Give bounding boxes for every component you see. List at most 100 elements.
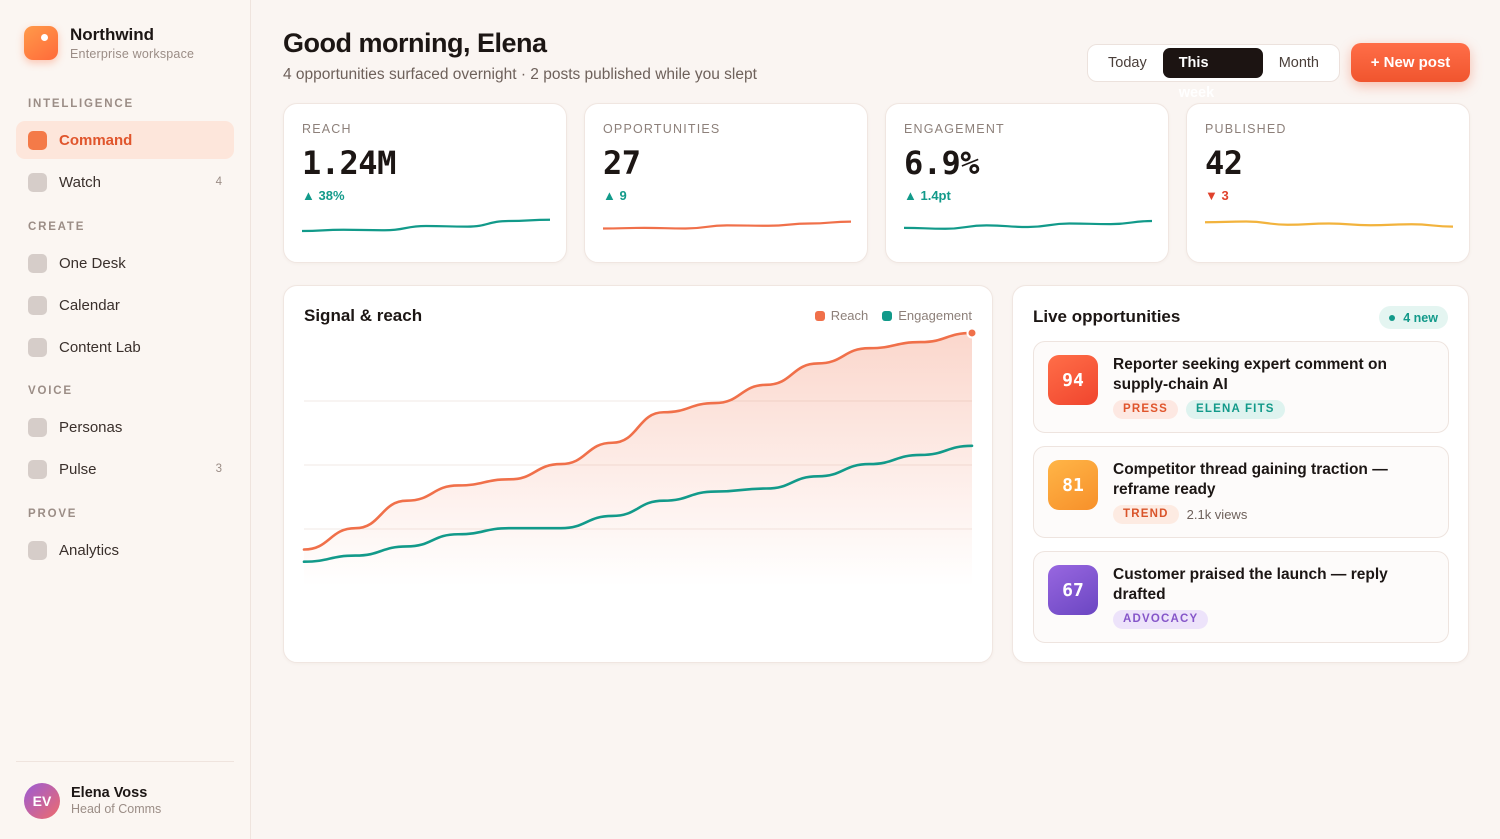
opportunity-tags: TREND 2.1k views (1113, 505, 1247, 524)
brand[interactable]: Northwind Enterprise workspace (16, 0, 234, 86)
nav-icon (28, 540, 47, 560)
time-range-toggle: Today This week Month (1087, 44, 1340, 101)
opportunity-tags: PRESS ELENA FITS (1113, 400, 1285, 419)
sidebar-item-content-lab[interactable]: Content Lab (16, 328, 234, 366)
section-label-prove: PROVE (28, 508, 78, 520)
tag-elena-fits[interactable]: ELENA FITS (1186, 400, 1285, 419)
sparkline-path (904, 219, 1152, 230)
kpi-sparkline (904, 219, 1152, 230)
kpi-sparkline (603, 220, 851, 230)
sidebar-item-label: Pulse (59, 460, 97, 478)
series-line-engagement (302, 444, 974, 563)
sidebar-item-label: Calendar (59, 296, 120, 314)
count-badge: 4 (215, 176, 222, 188)
opportunities-title: Live opportunities (1033, 307, 1181, 326)
kpi-delta: ▼ 3 (1205, 188, 1229, 203)
chart-title: Signal & reach (304, 306, 423, 325)
sidebar-item-label: Command (59, 131, 133, 149)
kpi-delta: ▲ 38% (302, 188, 345, 203)
range-option-month[interactable]: Month (1278, 55, 1319, 71)
sparkline-path (603, 220, 851, 230)
data-point-reach-latest[interactable] (966, 327, 978, 339)
opportunity-tags: ADVOCACY (1113, 610, 1209, 629)
opportunity-item[interactable]: 67 Customer praised the launch — reply dr… (1033, 551, 1449, 643)
opportunity-text: Reporter seeking expert comment on suppl… (1113, 356, 1387, 393)
legend-swatch-reach (814, 310, 825, 321)
legend-label-engagement: Engagement (898, 308, 972, 323)
tag-trend[interactable]: TREND (1113, 505, 1179, 524)
opportunity-note: 2.1k views (1186, 507, 1248, 522)
kpi-value: 1.24M (302, 144, 396, 182)
opportunity-item[interactable]: 94 Reporter seeking expert comment on sup… (1033, 341, 1449, 433)
kpi-card-opportunities[interactable]: OPPORTUNITIES 27 ▲ 9 (584, 103, 868, 263)
sidebar-item-one-desk[interactable]: One Desk (16, 244, 234, 282)
sidebar-item-label: Personas (59, 418, 123, 436)
signal-reach-card: Signal & reach Reach Engagement (283, 285, 993, 663)
kpi-delta: ▲ 9 (603, 188, 627, 203)
avatar: EV (24, 782, 60, 819)
user-profile[interactable]: EV Elena Voss Head of Comms (16, 761, 234, 839)
new-count-label: 4 new (1403, 310, 1438, 325)
brand-subtitle: Enterprise workspace (70, 46, 195, 61)
sidebar-item-label: One Desk (59, 254, 126, 272)
section-label-voice: VOICE (28, 385, 73, 397)
kpi-value: 6.9% (904, 144, 980, 182)
status-dot-icon (1389, 314, 1396, 321)
main-content: Good morning, Elena 4 opportunities surf… (251, 0, 1500, 839)
kpi-value: 42 (1205, 144, 1243, 182)
legend-label-reach: Reach (830, 308, 869, 323)
page-subtitle: 4 opportunities surfaced overnight · 2 p… (283, 66, 757, 83)
tag-press[interactable]: PRESS (1113, 400, 1178, 419)
opportunity-text: Competitor thread gaining traction — ref… (1113, 461, 1388, 498)
nav-icon (28, 417, 47, 437)
kpi-delta: ▲ 1.4pt (904, 188, 951, 203)
greeting: Good morning, Elena 4 opportunities surf… (283, 28, 757, 84)
series-line-reach (302, 331, 974, 551)
kpi-label: OPPORTUNITIES (603, 122, 721, 136)
legend-item-reach[interactable]: Reach (814, 308, 869, 323)
opportunity-score: 94 (1048, 355, 1098, 405)
sidebar-item-analytics[interactable]: Analytics (16, 531, 234, 569)
legend-item-engagement[interactable]: Engagement (882, 308, 972, 323)
kpi-value: 27 (603, 144, 641, 182)
user-role: Head of Comms (71, 802, 162, 816)
legend-swatch-engagement (882, 310, 893, 321)
kpi-card-published[interactable]: PUBLISHED 42 ▼ 3 (1186, 103, 1470, 263)
sidebar-item-personas[interactable]: Personas (16, 408, 234, 446)
live-opportunities-card: Live opportunities 4 new 94 Reporter seek… (1012, 285, 1469, 663)
sidebar-item-pulse[interactable]: Pulse 3 (16, 450, 234, 488)
page-title: Good morning, Elena (283, 28, 547, 58)
sparkline-path (1205, 220, 1453, 228)
new-post-button[interactable]: + New post (1351, 43, 1470, 82)
sidebar-item-label: Watch (59, 173, 101, 191)
opportunity-item[interactable]: 81 Competitor thread gaining traction — r… (1033, 446, 1449, 538)
nav-icon (28, 459, 47, 479)
nav-icon (28, 253, 47, 273)
nav-icon (28, 337, 47, 357)
opportunity-score: 67 (1048, 565, 1098, 615)
kpi-card-reach[interactable]: REACH 1.24M ▲ 38% (283, 103, 567, 263)
nav-icon (28, 295, 47, 315)
range-option-today[interactable]: Today (1108, 55, 1147, 71)
signal-reach-chart (302, 327, 978, 586)
chart-legend: Reach Engagement (814, 308, 972, 323)
kpi-label: ENGAGEMENT (904, 122, 1005, 136)
sparkline-path (302, 218, 550, 233)
kpi-card-engagement[interactable]: ENGAGEMENT 6.9% ▲ 1.4pt (885, 103, 1169, 263)
sidebar-item-calendar[interactable]: Calendar (16, 286, 234, 324)
range-option-this-week[interactable]: This week (1162, 48, 1263, 101)
nav-icon (28, 172, 47, 192)
tag-advocacy[interactable]: ADVOCACY (1113, 610, 1209, 629)
brand-name: Northwind (70, 24, 155, 44)
sidebar-item-command[interactable]: Command (16, 121, 234, 159)
section-label-intelligence: INTELLIGENCE (28, 98, 134, 110)
sidebar: Northwind Enterprise workspace INTELLIGE… (0, 0, 251, 839)
kpi-sparkline (1205, 220, 1453, 228)
section-label-create: CREATE (28, 221, 86, 233)
sidebar-item-watch[interactable]: Watch 4 (16, 163, 234, 201)
new-count-badge[interactable]: 4 new (1379, 306, 1448, 329)
sidebar-item-label: Content Lab (59, 338, 141, 356)
kpi-label: PUBLISHED (1205, 122, 1287, 136)
opportunity-text: Customer praised the launch — reply draf… (1113, 566, 1388, 603)
user-name: Elena Voss (71, 785, 148, 801)
